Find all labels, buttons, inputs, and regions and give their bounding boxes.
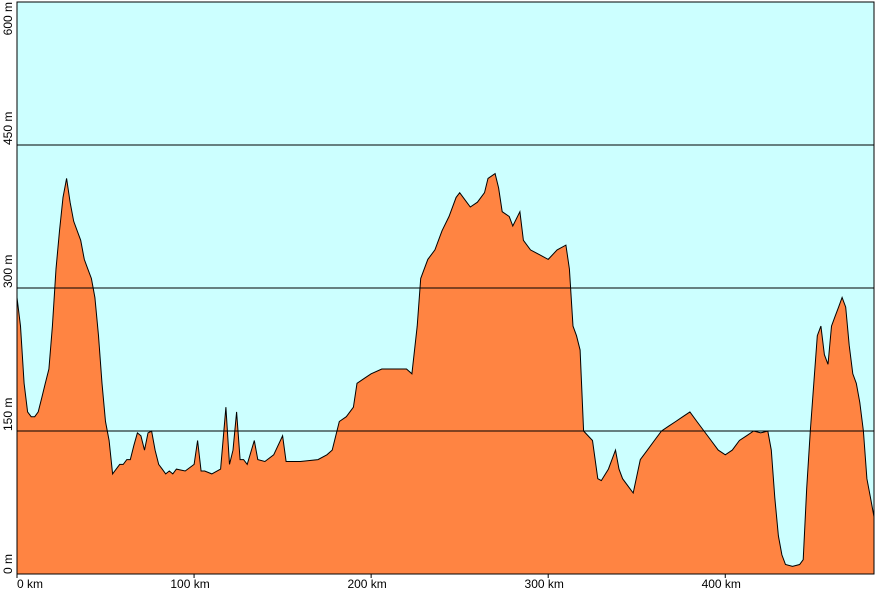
y-tick-label: 300 m (1, 255, 15, 288)
y-tick-label: 150 m (1, 398, 15, 431)
x-tick-label: 0 km (17, 577, 43, 591)
x-tick-label: 200 km (347, 577, 386, 591)
elevation-area (17, 173, 874, 574)
y-tick-label: 0 m (1, 554, 15, 574)
x-tick-label: 400 km (702, 577, 741, 591)
plot-frame (16, 1, 875, 575)
y-tick-label: 450 m (1, 112, 15, 145)
x-tick-label: 300 km (525, 577, 564, 591)
elevation-line (16, 172, 875, 567)
x-tick-label: 100 km (170, 577, 209, 591)
y-tick-label: 600 m (1, 2, 15, 35)
